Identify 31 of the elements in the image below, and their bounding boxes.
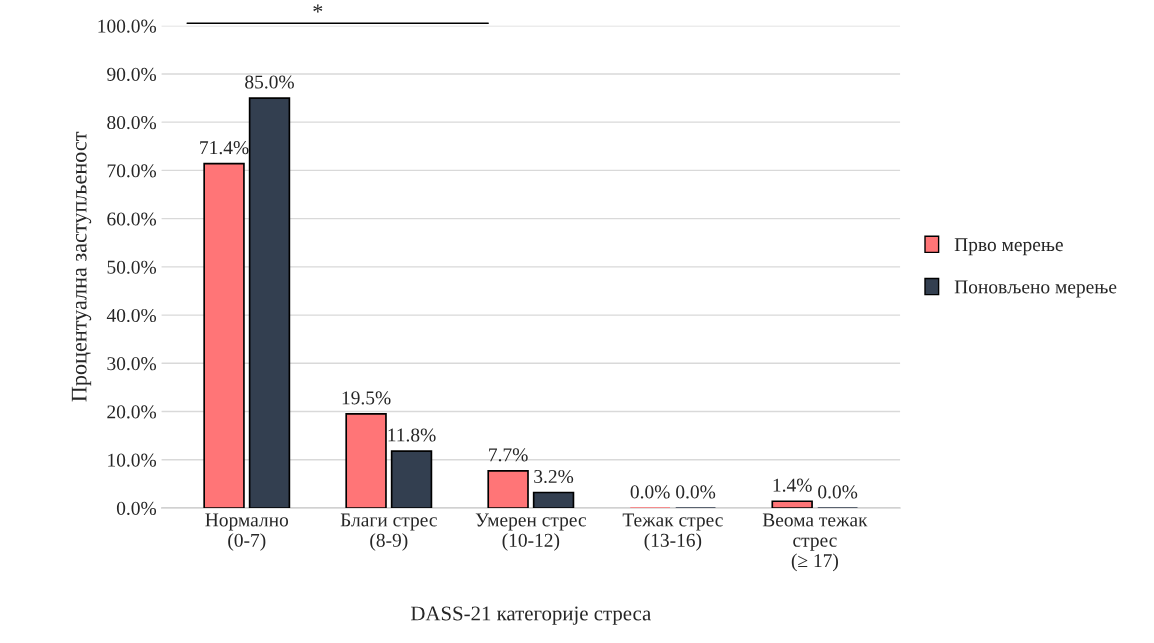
y-tick-label: 30.0% xyxy=(107,357,157,371)
y-tick-label: 60.0% xyxy=(107,212,157,226)
y-tick-label: 50.0% xyxy=(107,260,157,274)
data-label: 1.4% xyxy=(773,478,812,492)
y-tick-label: 10.0% xyxy=(108,453,157,467)
y-tick-label: 90.0% xyxy=(107,67,157,81)
y-tick-label: 80.0% xyxy=(107,115,157,130)
y-tick-label: 100.0% xyxy=(98,19,157,33)
data-label: 19.5% xyxy=(342,391,391,405)
x-tick-label: Веома тежак стрес (≥ 17) xyxy=(762,513,868,572)
data-label: 0.0% xyxy=(676,485,716,499)
data-label: 0.0% xyxy=(630,485,670,499)
text: * xyxy=(313,4,323,13)
data-label: 71.4% xyxy=(200,141,249,155)
legend-label: Прво мерење xyxy=(954,238,1063,256)
data-label: 11.8% xyxy=(388,428,436,442)
data-label: 0.0% xyxy=(818,485,858,499)
data-label: 85.0% xyxy=(245,75,294,89)
y-tick-label: 20.0% xyxy=(107,405,157,419)
x-axis-title: DASS-21 категорије стреса xyxy=(410,606,651,625)
y-axis-title: Процентуална заступљеност xyxy=(71,131,92,402)
y-tick-label: 40.0% xyxy=(106,308,157,323)
data-label: 7.7% xyxy=(489,448,528,462)
x-tick-label: Нормално (0-7) xyxy=(205,513,289,551)
y-tick-label: 70.0% xyxy=(107,164,157,178)
y-tick-label: 0.0% xyxy=(116,501,157,515)
x-tick-label: Умерен стрес (10-12) xyxy=(475,513,586,551)
x-tick-label: Благи стрес (8-9) xyxy=(340,513,437,551)
x-tick-label: Тежак стрес (13-16) xyxy=(622,513,723,551)
legend-label: Поновљено мерење xyxy=(954,280,1117,298)
data-label: 3.2% xyxy=(534,469,574,484)
